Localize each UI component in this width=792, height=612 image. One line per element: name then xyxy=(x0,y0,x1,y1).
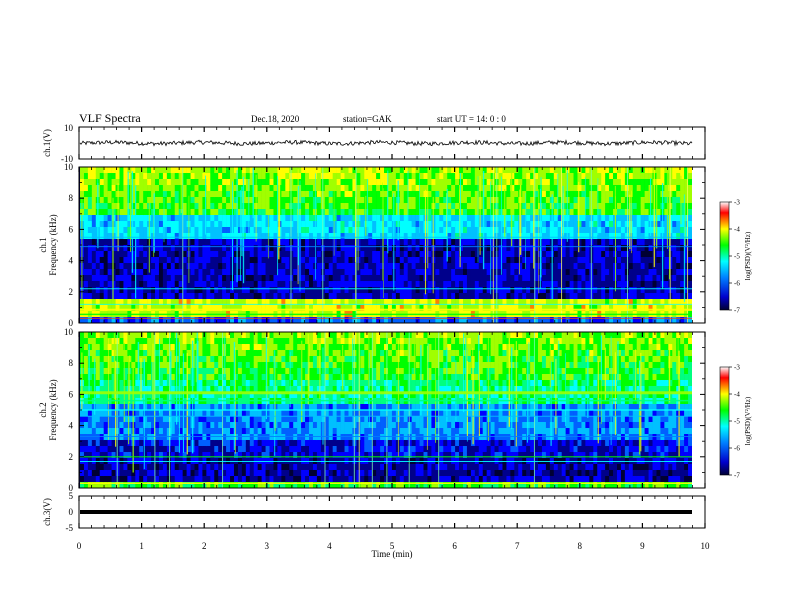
colorbar-tick-label: -4 xyxy=(734,391,740,399)
figure-title: VLF Spectra xyxy=(79,111,141,125)
colorbar-tick-label: -4 xyxy=(734,226,740,234)
x-axis-ticks xyxy=(78,127,706,528)
colorbar-tick-label: -6 xyxy=(734,445,740,453)
ch1-waveform-panel: 10 -10 ch.1(V) xyxy=(42,123,706,164)
header-station: station=GAK xyxy=(343,114,392,124)
x-tick-label: 8 xyxy=(578,541,583,551)
colorbar-tick-label: -5 xyxy=(734,418,740,426)
x-tick-label: 2 xyxy=(202,541,207,551)
x-tick-label: 9 xyxy=(640,541,645,551)
ch2-spec-ylabel: Frequency (kHz) xyxy=(48,379,58,440)
colorbar-tick-label: -6 xyxy=(734,280,740,288)
ch2-colorbar-label: log(PSD)(V²/Hz) xyxy=(744,396,752,445)
ch2-colorbar: -3 -4 -5 -6 -7 log(PSD)(V²/Hz) xyxy=(719,364,752,480)
x-tick-label: 7 xyxy=(515,541,520,551)
colorbar-tick-label: -7 xyxy=(734,472,740,480)
spec-ytick-label: 2 xyxy=(69,287,74,297)
spec-ytick-label: 10 xyxy=(64,327,74,337)
ch1-waveform-line xyxy=(79,139,693,147)
ch1-ytick-top: 10 xyxy=(64,123,74,133)
ch1-colorbar: -3 -4 -5 -6 -7 log(PSD)(V²/Hz) xyxy=(719,199,752,315)
ch2-spectrogram-image xyxy=(79,332,705,488)
spec-ytick-label: 4 xyxy=(69,421,74,431)
colorbar-tick-label: -5 xyxy=(734,253,740,261)
ch3-ytick-bottom: -5 xyxy=(66,523,74,533)
spec-ytick-label: 8 xyxy=(69,358,74,368)
ch1-spectrogram-image xyxy=(79,167,705,323)
ch1-spec-ylabel: Frequency (kHz) xyxy=(48,214,58,275)
x-tick-label: 6 xyxy=(452,541,457,551)
colorbar-tick-label: -3 xyxy=(734,364,740,372)
spec-ytick-label: 0 xyxy=(69,318,74,328)
spec-ytick-label: 8 xyxy=(69,193,74,203)
ch3-ytick-top: 5 xyxy=(69,491,74,501)
ch1-spectrogram-panel: 0 2 4 6 8 10 ch.1 Frequency (kHz) xyxy=(38,162,706,328)
spec-ytick-label: 0 xyxy=(69,483,74,493)
ch2-spectrogram-panel: 0 2 4 6 8 10 ch.2 Frequency (kHz) xyxy=(38,327,706,493)
x-tick-label: 4 xyxy=(327,541,332,551)
ch1-colorbar-label: log(PSD)(V²/Hz) xyxy=(744,231,752,280)
spec-ytick-label: 6 xyxy=(69,389,74,399)
x-axis-tick-labels: 0 1 2 3 4 5 6 7 8 9 10 xyxy=(77,541,710,551)
ch3-ytick-mid: 0 xyxy=(69,507,74,517)
spec-ytick-label: 4 xyxy=(69,256,74,266)
x-tick-label: 10 xyxy=(701,541,711,551)
colorbar-tick-label: -3 xyxy=(734,199,740,207)
ch1-ylabel: ch.1(V) xyxy=(42,129,52,157)
ch2-spec-label-top: ch.2 xyxy=(38,402,48,417)
x-tick-label: 1 xyxy=(139,541,144,551)
ch3-ylabel: ch.3(V) xyxy=(42,498,52,526)
spec-ytick-label: 10 xyxy=(64,162,74,172)
ch3-waveform-panel: 5 0 -5 ch.3(V) xyxy=(42,491,706,533)
x-tick-label: 5 xyxy=(390,541,395,551)
x-tick-label: 3 xyxy=(265,541,270,551)
x-axis-label: Time (min) xyxy=(372,549,413,559)
x-tick-label: 0 xyxy=(77,541,82,551)
header-date: Dec.18, 2020 xyxy=(251,114,300,124)
spec-ytick-label: 6 xyxy=(69,224,74,234)
ch1-ytick-bottom: -10 xyxy=(61,154,73,164)
header-start-time: start UT = 14: 0 : 0 xyxy=(437,114,506,124)
ch1-spec-label-top: ch.1 xyxy=(38,237,48,252)
spec-ytick-label: 2 xyxy=(69,452,74,462)
colorbar-tick-label: -7 xyxy=(734,307,740,315)
